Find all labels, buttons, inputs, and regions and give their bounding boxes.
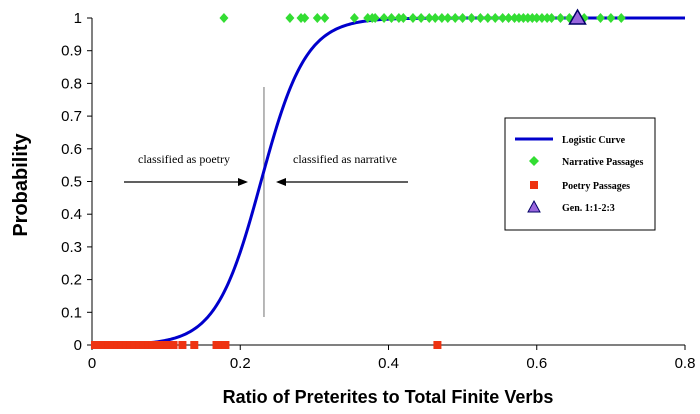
narrative-point [379,13,389,23]
legend-genesis-swatch [527,199,541,213]
poetry-point [153,341,162,349]
x-tick-label: 0.6 [526,355,547,372]
narrative-point [532,13,542,23]
poetry-point [104,341,113,349]
poetry-point [99,341,108,349]
legend-label-poetry: Poetry Passages [562,181,630,192]
narrative-point [320,13,330,23]
narrative-point [547,13,557,23]
genesis-point [568,8,587,25]
poetry-point [126,341,135,349]
poetry-point [95,341,104,349]
poetry-point [221,341,230,349]
poetry-point [130,341,139,349]
x-axis-title: Ratio of Preterites to Total Finite Verb… [223,387,554,407]
poetry-point [117,341,126,349]
narrative-point [349,13,359,23]
narrative-point [458,13,468,23]
poetry-point [169,341,178,349]
poetry-point [433,341,442,349]
y-tick-label: 0.7 [61,108,82,125]
legend-label-narrative: Narrative Passages [562,157,643,168]
poetry-point [108,341,117,349]
poetry-point [144,341,153,349]
narrative-point [595,13,605,23]
y-tick-label: 0.5 [61,174,82,191]
legend-narrative-swatch [529,156,539,166]
y-axis-title: Probability [10,132,32,236]
narrative-point [450,13,460,23]
narrative-point [430,13,440,23]
narrative-point [537,13,547,23]
poetry-point [90,341,99,349]
legend-label-curve: Logistic Curve [562,135,626,146]
narrative-point [475,13,485,23]
x-tick-label: 0.4 [378,355,399,372]
narrative-point [416,13,426,23]
poetry-point [178,341,187,349]
legend-poetry-swatch [530,181,538,189]
narrative-point [398,13,408,23]
narrative-point [285,13,295,23]
narrative-point [370,13,380,23]
narrative-point [467,13,477,23]
poetry-point [113,341,122,349]
narrative-point [386,13,396,23]
narrative-point [616,13,626,23]
poetry-point [163,341,172,349]
poetry-annotation: classified as poetry [138,152,230,166]
x-tick-label: 0.2 [230,355,251,372]
y-tick-label: 0.3 [61,239,82,256]
narrative-point [424,13,434,23]
poetry-point [157,341,166,349]
narrative-point [483,13,493,23]
x-tick-label: 0 [88,355,96,372]
narrative-point [437,13,447,23]
poetry-point [122,341,131,349]
y-tick-label: 0.9 [61,43,82,60]
poetry-point [148,341,157,349]
narrative-arrowhead [276,178,286,186]
x-tick-label: 0.8 [675,355,696,372]
narrative-point [490,13,500,23]
y-tick-label: 0.1 [61,304,82,321]
y-tick-label: 0.4 [61,206,82,223]
legend-label-genesis: Gen. 1:1-2:3 [562,203,615,214]
narrative-point [606,13,616,23]
narrative-point [498,13,508,23]
y-tick-label: 0 [74,337,82,354]
poetry-point [190,341,199,349]
tick-labels: 0 0.1 0.2 0.3 0.4 0.5 0.6 0.7 0.8 0.9 1 0 0.2 0.4 0.6 0… [61,10,695,372]
poetry-point [135,341,144,349]
y-tick-label: 0.6 [61,141,82,158]
narrative-point [555,13,565,23]
y-tick-label: 0.8 [61,75,82,92]
data-markers [90,8,626,349]
narrative-point [312,13,322,23]
narrative-annotation: classified as narrative [293,152,397,166]
y-tick-label: 1 [74,10,82,27]
classification-arrows [124,178,408,186]
poetry-point [139,341,148,349]
narrative-point [443,13,453,23]
poetry-arrowhead [238,178,248,186]
y-tick-label: 0.2 [61,272,82,289]
narrative-point [300,13,310,23]
narrative-point [219,13,229,23]
narrative-point [408,13,418,23]
legend: Logistic Curve Narrative Passages Poetry… [504,117,656,231]
narrative-point [504,13,514,23]
